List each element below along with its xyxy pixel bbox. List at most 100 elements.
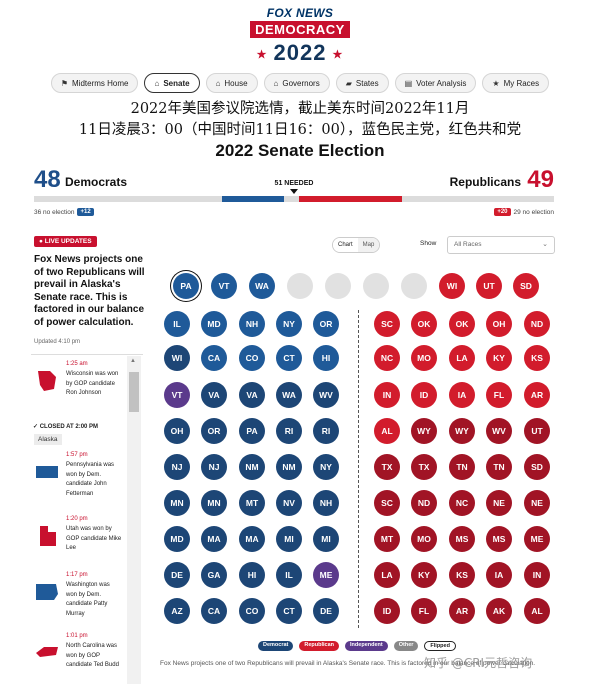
seat-ia[interactable]: IA (449, 382, 475, 408)
seat-wy[interactable]: WY (411, 418, 437, 444)
race-filter-select[interactable]: All Races ⌄ (447, 236, 555, 254)
feed-scrollbar[interactable] (127, 356, 141, 684)
seat-ga[interactable]: GA (201, 562, 227, 588)
seat-ar[interactable]: AR (449, 598, 475, 624)
seat-nh[interactable]: NH (313, 490, 339, 516)
seat-ok[interactable]: OK (411, 311, 437, 337)
seat-oh[interactable]: OH (164, 418, 190, 444)
seat-sc[interactable]: SC (374, 490, 400, 516)
seat-ri[interactable]: RI (313, 418, 339, 444)
seat-ar[interactable]: AR (524, 382, 550, 408)
seat-pa[interactable]: PA (173, 273, 199, 299)
seat-md[interactable]: MD (164, 526, 190, 552)
seat-nm[interactable]: NM (276, 454, 302, 480)
seat-az[interactable]: AZ (164, 598, 190, 624)
seat-sd[interactable]: SD (513, 273, 539, 299)
seat-ia[interactable]: IA (486, 562, 512, 588)
seat-ut[interactable]: UT (476, 273, 502, 299)
seat-sd[interactable]: SD (524, 454, 550, 480)
seat-mn[interactable]: MN (164, 490, 190, 516)
seat-ok[interactable]: OK (449, 311, 475, 337)
seat-va[interactable]: VA (201, 382, 227, 408)
nav-house[interactable]: ⌂ House (205, 73, 258, 93)
nav-governors[interactable]: ⌂ Governors (263, 73, 330, 93)
seat-wa[interactable]: WA (276, 382, 302, 408)
seat-la[interactable]: LA (449, 345, 475, 371)
seat-nc[interactable]: NC (449, 490, 475, 516)
seat-al[interactable]: AL (374, 418, 400, 444)
nav-states[interactable]: ▰ States (335, 73, 389, 93)
seat-ne[interactable]: NE (524, 490, 550, 516)
seat-ky[interactable]: KY (486, 345, 512, 371)
seat-wi[interactable]: WI (164, 345, 190, 371)
seat-mi[interactable]: MI (276, 526, 302, 552)
seat-mo[interactable]: MO (411, 526, 437, 552)
seat-empty[interactable] (325, 273, 351, 299)
seat-fl[interactable]: FL (486, 382, 512, 408)
seat-ri[interactable]: RI (276, 418, 302, 444)
seat-ma[interactable]: MA (239, 526, 265, 552)
seat-ks[interactable]: KS (524, 345, 550, 371)
seat-hi[interactable]: HI (239, 562, 265, 588)
seat-mn[interactable]: MN (201, 490, 227, 516)
seat-de[interactable]: DE (164, 562, 190, 588)
seat-empty[interactable] (401, 273, 427, 299)
seat-co[interactable]: CO (239, 598, 265, 624)
fox-news-democracy-logo[interactable]: FOX NEWS DEMOCRACY ★ 2022 ★ (0, 6, 600, 66)
seat-in[interactable]: IN (374, 382, 400, 408)
chart-toggle[interactable]: Chart (333, 238, 358, 252)
seat-or[interactable]: OR (201, 418, 227, 444)
seat-ma[interactable]: MA (201, 526, 227, 552)
seat-la[interactable]: LA (374, 562, 400, 588)
seat-vt[interactable]: VT (211, 273, 237, 299)
seat-fl[interactable]: FL (411, 598, 437, 624)
seat-ut[interactable]: UT (524, 418, 550, 444)
nav-midterms-home[interactable]: ⚑ Midterms Home (50, 73, 139, 93)
seat-or[interactable]: OR (313, 311, 339, 337)
map-toggle[interactable]: Map (357, 238, 380, 252)
seat-tx[interactable]: TX (374, 454, 400, 480)
feed-scrollbar-thumb[interactable] (129, 372, 139, 412)
seat-ca[interactable]: CA (201, 345, 227, 371)
seat-me[interactable]: ME (313, 562, 339, 588)
seat-id[interactable]: ID (374, 598, 400, 624)
seat-in[interactable]: IN (524, 562, 550, 588)
seat-tx[interactable]: TX (411, 454, 437, 480)
seat-mt[interactable]: MT (239, 490, 265, 516)
live-headline[interactable]: Fox News projects one of two Republicans… (34, 254, 145, 328)
seat-sc[interactable]: SC (374, 311, 400, 337)
seat-ct[interactable]: CT (276, 598, 302, 624)
seat-nm[interactable]: NM (239, 454, 265, 480)
seat-ks[interactable]: KS (449, 562, 475, 588)
seat-wy[interactable]: WY (449, 418, 475, 444)
seat-ms[interactable]: MS (486, 526, 512, 552)
seat-tn[interactable]: TN (449, 454, 475, 480)
seat-ms[interactable]: MS (449, 526, 475, 552)
seat-wi[interactable]: WI (439, 273, 465, 299)
seat-ct[interactable]: CT (276, 345, 302, 371)
seat-vt[interactable]: VT (164, 382, 190, 408)
seat-de[interactable]: DE (313, 598, 339, 624)
scroll-up-arrow-icon[interactable]: ▲ (130, 358, 136, 364)
nav-voter-analysis[interactable]: ▤ Voter Analysis (394, 73, 477, 93)
seat-pa[interactable]: PA (239, 418, 265, 444)
seat-nj[interactable]: NJ (164, 454, 190, 480)
seat-nh[interactable]: NH (239, 311, 265, 337)
seat-empty[interactable] (287, 273, 313, 299)
nav-my-races[interactable]: ★ My Races (482, 73, 550, 93)
seat-ky[interactable]: KY (411, 562, 437, 588)
seat-wa[interactable]: WA (249, 273, 275, 299)
seat-nc[interactable]: NC (374, 345, 400, 371)
seat-mi[interactable]: MI (313, 526, 339, 552)
seat-il[interactable]: IL (276, 562, 302, 588)
seat-ny[interactable]: NY (276, 311, 302, 337)
seat-id[interactable]: ID (411, 382, 437, 408)
seat-ak[interactable]: AK (486, 598, 512, 624)
seat-nd[interactable]: ND (411, 490, 437, 516)
seat-mt[interactable]: MT (374, 526, 400, 552)
seat-me[interactable]: ME (524, 526, 550, 552)
seat-ca[interactable]: CA (201, 598, 227, 624)
seat-tn[interactable]: TN (486, 454, 512, 480)
seat-mo[interactable]: MO (411, 345, 437, 371)
seat-al[interactable]: AL (524, 598, 550, 624)
